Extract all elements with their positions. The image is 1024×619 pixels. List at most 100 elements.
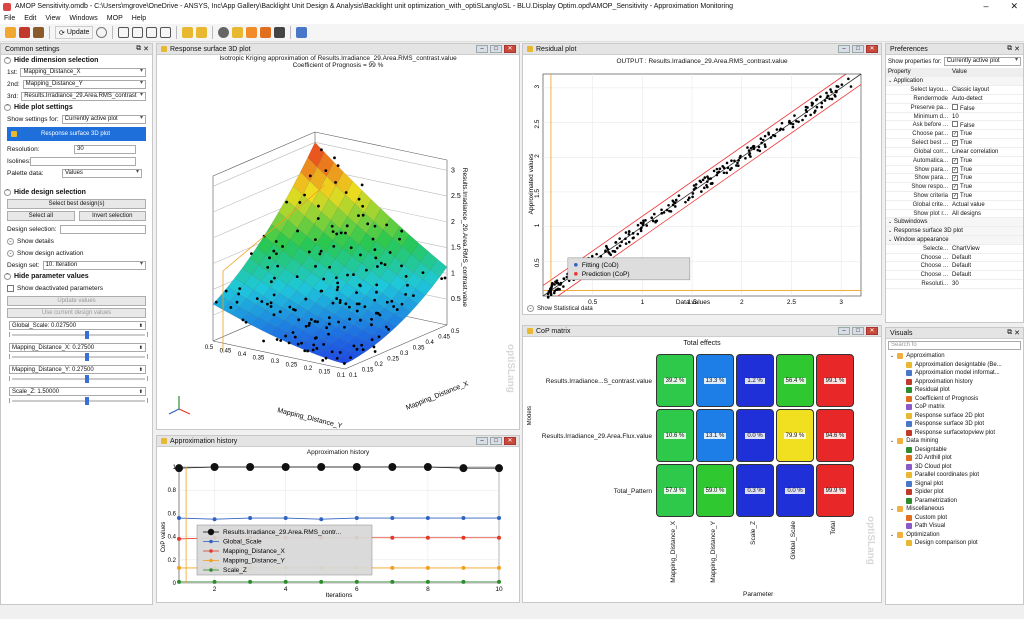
property-value[interactable]: ✓ True xyxy=(950,129,1023,140)
property-row[interactable]: ⌄ Window appearance xyxy=(886,235,1023,245)
property-value[interactable]: False xyxy=(950,103,1023,113)
visuals-item[interactable]: Response surfacetopview plot xyxy=(890,429,1023,438)
visuals-group[interactable]: ⌄ Optimization xyxy=(890,531,1023,540)
property-checkbox[interactable] xyxy=(952,121,958,128)
residual-canvas[interactable]: 0.5 0.5 1 1 1.5 1.5 2 2 2.5 2.5 3 3 Fitting (CoD) Pre… xyxy=(523,64,881,304)
param-value-field[interactable]: Scale_Z: 1.50000 ⬍ xyxy=(9,387,146,396)
menu-edit[interactable]: Edit xyxy=(24,15,37,22)
hide-plot-toggle[interactable]: ⌃ Hide plot settings xyxy=(1,102,152,113)
show-for-select[interactable]: Currently active plot xyxy=(61,114,146,124)
funnel-dropdown-icon[interactable] xyxy=(196,27,208,38)
cop-cell[interactable]: 99.9 % xyxy=(816,464,854,517)
palette-select[interactable]: Values xyxy=(62,168,142,178)
cop-cell[interactable]: 94.6 % xyxy=(816,409,854,462)
minimize-button[interactable]: – xyxy=(983,1,989,11)
chart-icon[interactable] xyxy=(260,27,272,38)
visuals-group[interactable]: ⌄ Miscellaneous xyxy=(890,505,1023,514)
visuals-item[interactable]: Parallel coordinates plot xyxy=(890,471,1023,480)
property-row[interactable]: Minimum d... 10 xyxy=(886,112,1023,122)
palette-icon[interactable] xyxy=(296,27,308,38)
property-row[interactable]: Show respo... ✓ True xyxy=(886,182,1023,193)
design-selection-input[interactable] xyxy=(59,224,146,234)
visuals-item[interactable]: Design comparison plot xyxy=(890,539,1023,548)
property-row[interactable]: Show para... ✓ True xyxy=(886,173,1023,184)
update-button[interactable]: ⟳ Update xyxy=(55,26,94,39)
dim-3-select[interactable]: Results.Irradiance_29.Area.RMS_contrast xyxy=(21,91,146,101)
property-value[interactable]: Default xyxy=(950,261,1023,272)
visuals-search-input[interactable]: Search fo xyxy=(888,341,1021,350)
resolution-spinbox[interactable]: 30 xyxy=(74,144,136,154)
show-activation-toggle[interactable]: ⌄ Show design activation xyxy=(1,247,152,259)
property-value[interactable]: Default xyxy=(950,270,1023,281)
history-canvas[interactable]: 2 4 6 8 10 1 0.8 0.6 0.4 0.2 0 Results.Irradiance_2… xyxy=(157,457,519,602)
gear-icon[interactable] xyxy=(218,27,230,38)
property-row[interactable]: Choose ... Default xyxy=(886,270,1023,281)
property-value[interactable]: ✓ True xyxy=(950,156,1023,166)
update-values-button[interactable]: Update values xyxy=(7,296,146,306)
show-deactivated-checkbox[interactable] xyxy=(7,284,14,292)
dim-2-select[interactable]: Mapping_Distance_Y xyxy=(22,79,146,89)
property-row[interactable]: Ask before ... False xyxy=(886,120,1023,131)
visuals-group[interactable]: ⌄ Data mining xyxy=(890,437,1023,446)
select-all-button[interactable]: Select all xyxy=(7,211,75,221)
property-value[interactable]: False xyxy=(950,120,1023,131)
cop-cell[interactable]: 1.2 % xyxy=(736,354,774,407)
property-row[interactable]: Show plot r... All designs xyxy=(886,209,1023,219)
hide-design-toggle[interactable]: ⌃ Hide design selection xyxy=(1,187,152,198)
property-row[interactable]: Choose ... Default xyxy=(886,261,1023,272)
cop-cell[interactable]: 99.1 % xyxy=(816,354,854,407)
property-value[interactable]: 10 xyxy=(950,112,1023,122)
filter-icon[interactable] xyxy=(182,27,194,38)
menu-file[interactable]: File xyxy=(4,15,16,22)
property-row[interactable]: Rendermode Auto-detect xyxy=(886,94,1023,104)
visuals-item[interactable]: Coefficient of Prognosis xyxy=(890,395,1023,404)
param-slider[interactable] xyxy=(12,375,145,383)
maximize-icon[interactable]: □ xyxy=(852,327,864,335)
visuals-item[interactable]: Approximation model informat... xyxy=(890,369,1023,378)
rs3d-canvas[interactable]: 32.521.510.5 Results.Irradiance_29.Area.R… xyxy=(157,74,519,429)
property-checkbox[interactable]: ✓ xyxy=(952,175,958,182)
info-icon[interactable] xyxy=(246,27,258,38)
property-row[interactable]: ⌄ Subwindows xyxy=(886,217,1023,228)
property-row[interactable]: Select best ... ✓ True xyxy=(886,138,1023,149)
visuals-item[interactable]: Approximation history xyxy=(890,378,1023,387)
close-button[interactable]: ✕ xyxy=(1010,1,1018,11)
property-checkbox[interactable]: ✓ xyxy=(952,192,958,199)
close-icon[interactable]: ✕ xyxy=(504,45,516,53)
visuals-item[interactable]: Custom plot xyxy=(890,514,1023,523)
param-value-field[interactable]: Global_Scale: 0.027500 ⬍ xyxy=(9,321,146,330)
cop-cell[interactable]: 56.4 % xyxy=(776,354,814,407)
property-row[interactable]: ⌄ Application xyxy=(886,76,1023,87)
property-checkbox[interactable]: ✓ xyxy=(952,184,958,191)
visuals-item[interactable]: Response surface 3D plot xyxy=(890,420,1023,429)
property-row[interactable]: Preserve pa... False xyxy=(886,103,1023,113)
cop-cell[interactable]: 59.0 % xyxy=(696,464,734,517)
cop-cell[interactable]: 57.9 % xyxy=(656,464,694,517)
spinner-icon[interactable]: ⬍ xyxy=(138,344,143,351)
minimize-icon[interactable]: – xyxy=(838,45,850,53)
spinner-icon[interactable]: ⬍ xyxy=(138,366,143,373)
close-icon[interactable]: ✕ xyxy=(866,45,878,53)
star-icon[interactable] xyxy=(232,27,244,38)
maximize-icon[interactable]: □ xyxy=(490,45,502,53)
close-icon[interactable]: ✕ xyxy=(866,327,878,335)
cop-cell[interactable]: 13.1 % xyxy=(696,409,734,462)
reload-icon[interactable] xyxy=(96,27,108,38)
plot-type-button[interactable]: Response surface 3D plot xyxy=(7,127,146,141)
menu-help[interactable]: Help xyxy=(131,15,147,22)
property-row[interactable]: Automatica... ✓ True xyxy=(886,156,1023,166)
save-as-icon[interactable] xyxy=(33,27,44,38)
property-checkbox[interactable] xyxy=(952,103,958,110)
slider-thumb[interactable] xyxy=(85,397,90,405)
slider-thumb[interactable] xyxy=(85,353,90,361)
slider-thumb[interactable] xyxy=(85,331,90,339)
cop-cell[interactable]: 79.9 % xyxy=(776,409,814,462)
select-best-button[interactable]: Select best design(s) xyxy=(7,199,146,209)
menu-mop[interactable]: MOP xyxy=(106,15,123,22)
menu-view[interactable]: View xyxy=(45,15,61,22)
property-row[interactable]: Selecte... ChartView xyxy=(886,244,1023,254)
visuals-item[interactable]: Spider plot xyxy=(890,488,1023,497)
use-current-values-button[interactable]: Use current design values xyxy=(7,308,146,318)
cop-cell[interactable]: 39.2 % xyxy=(656,354,694,407)
float-icon[interactable]: ⧉ xyxy=(136,45,142,52)
